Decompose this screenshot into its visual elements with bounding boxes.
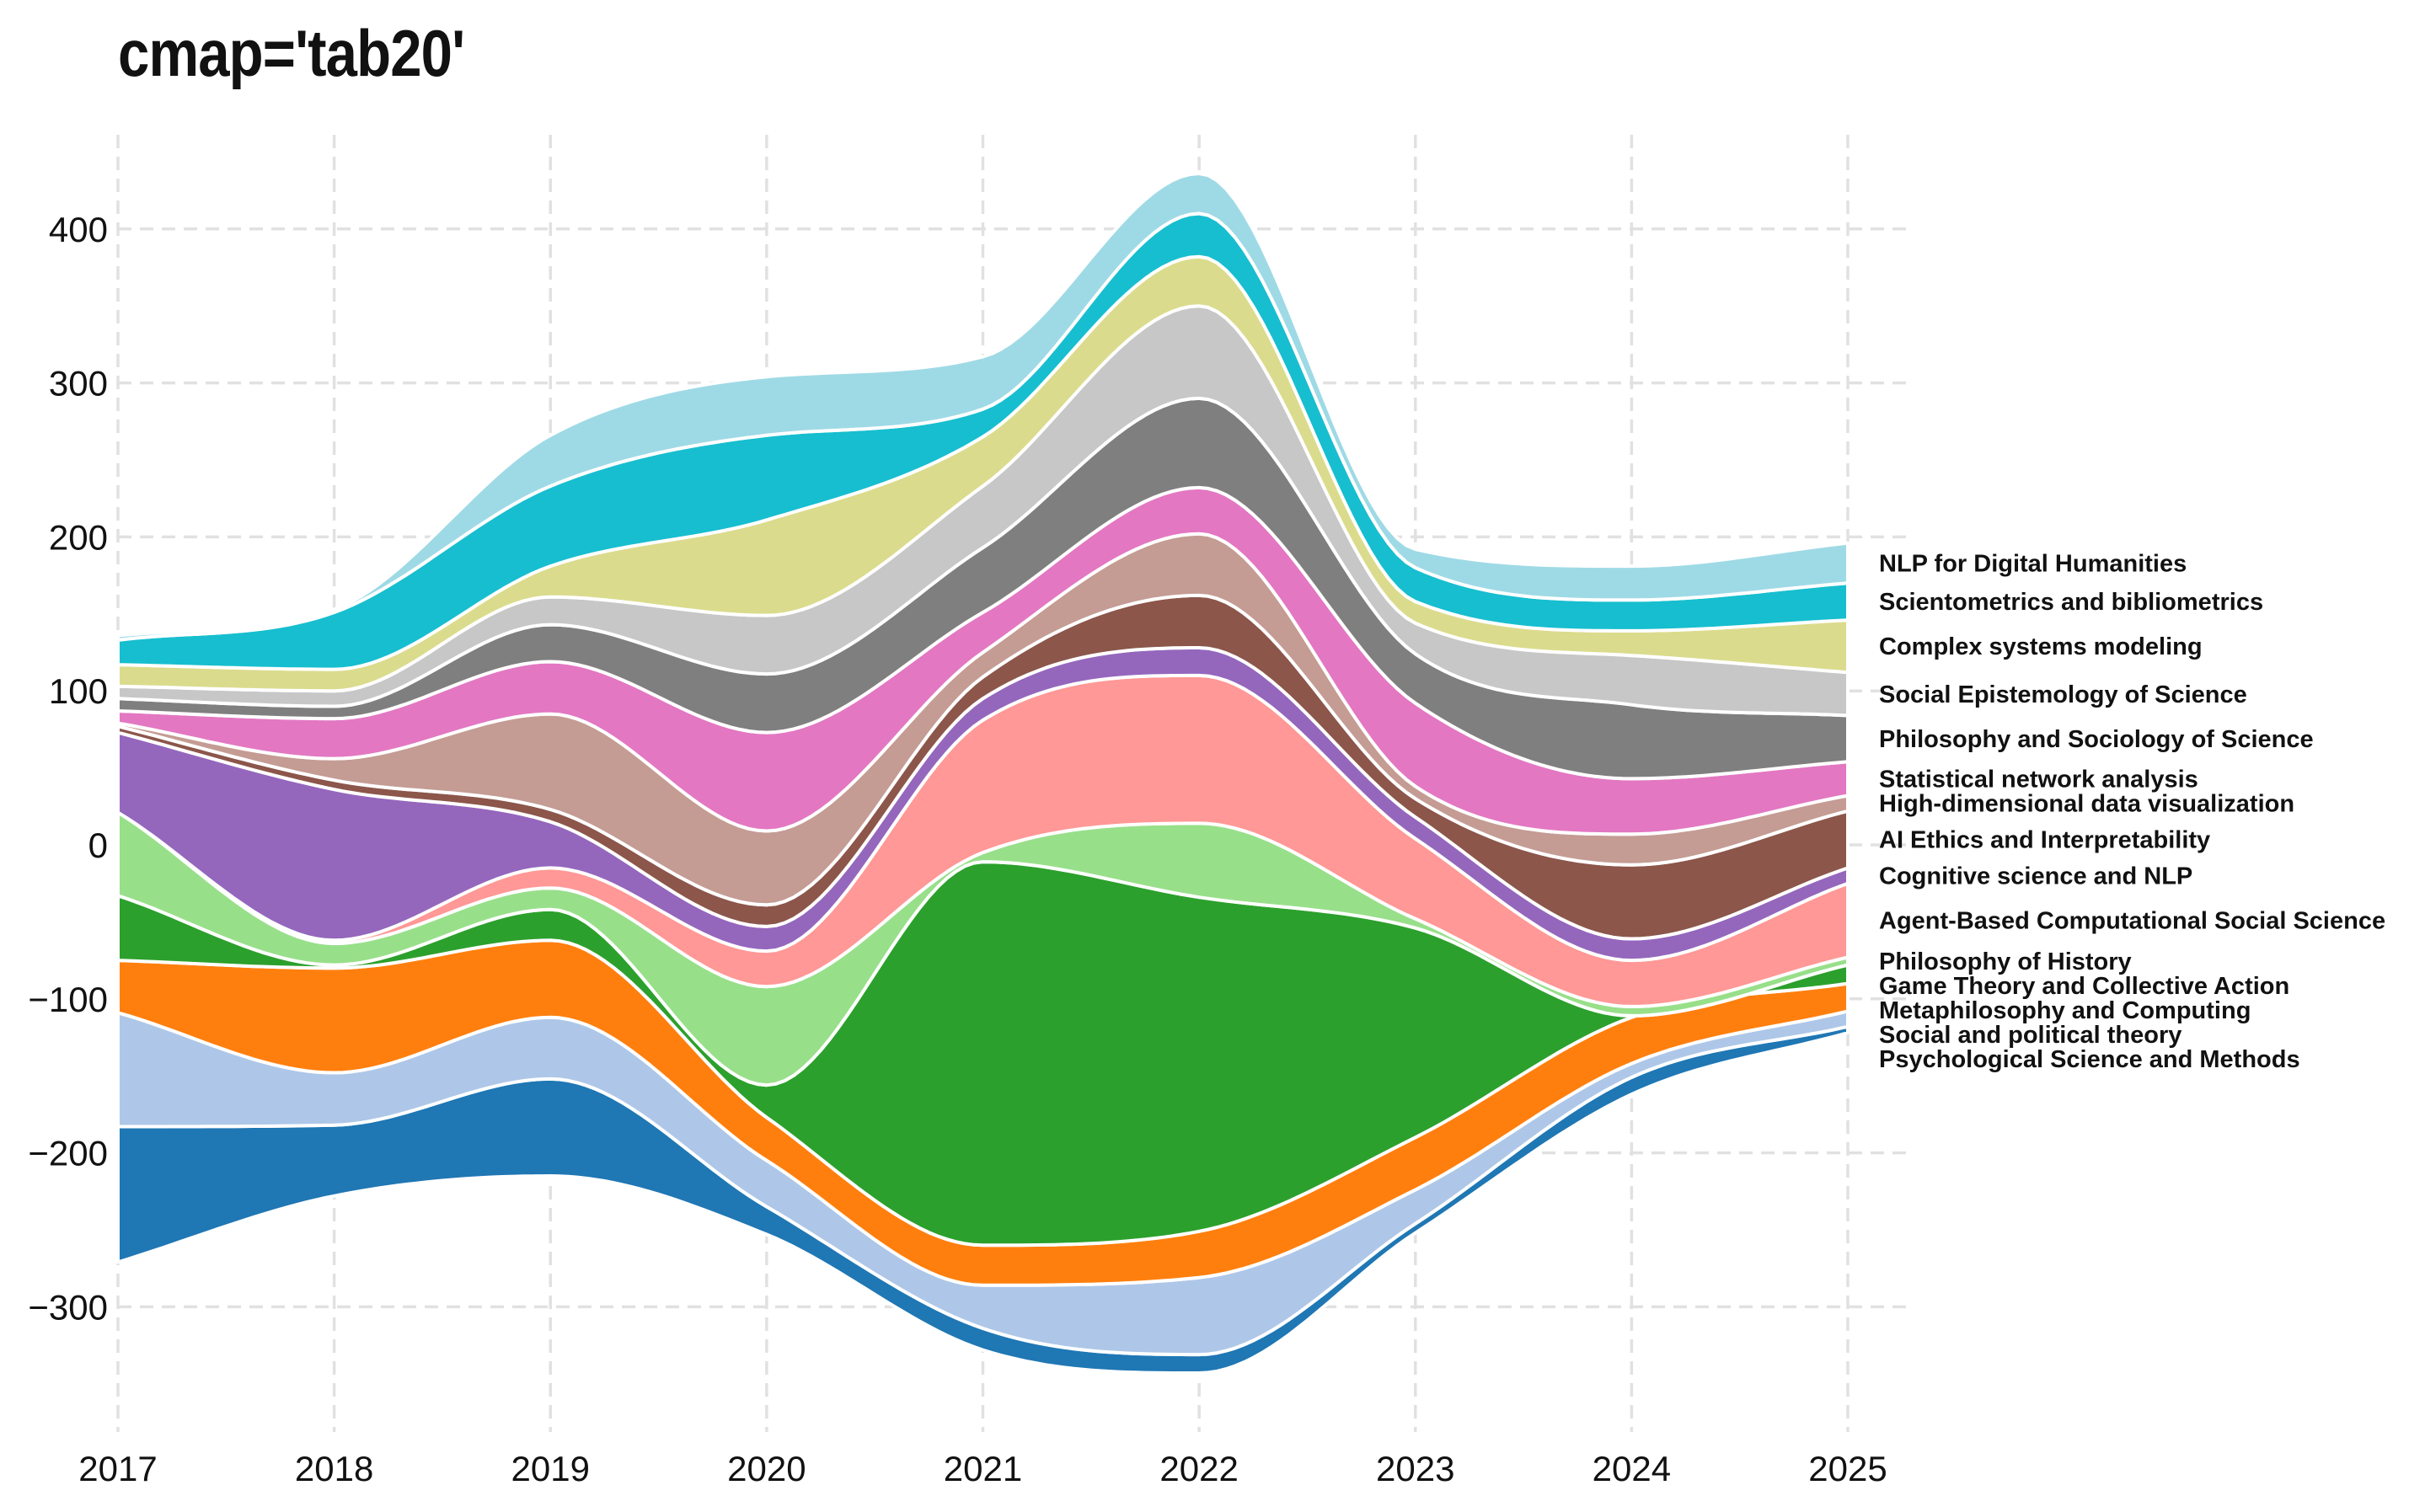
chart-title: cmap='tab20' xyxy=(118,16,465,90)
series-label: Cognitive science and NLP xyxy=(1879,863,2192,890)
x-tick-label: 2021 xyxy=(944,1449,1022,1488)
series-label: Psychological Science and Methods xyxy=(1879,1046,2300,1073)
y-tick-label: −100 xyxy=(28,980,108,1019)
x-tick-label: 2017 xyxy=(78,1449,157,1488)
series-label: NLP for Digital Humanities xyxy=(1879,550,2187,577)
stream-nlp-for-digital-humanities xyxy=(116,172,1850,642)
x-tick-label: 2024 xyxy=(1593,1449,1671,1488)
series-label: High-dimensional data visualization xyxy=(1879,791,2294,818)
series-label: Social Epistemology of Science xyxy=(1879,681,2247,708)
x-axis-ticks: 2017 2018 2019 2020 2021 2022 2023 2024 2025 xyxy=(78,1449,1887,1488)
x-tick-label: 2023 xyxy=(1376,1449,1454,1488)
series-label: Game Theory and Collective Action xyxy=(1879,973,2289,1000)
x-tick-label: 2022 xyxy=(1159,1449,1238,1488)
series-label: Metaphilosophy and Computing xyxy=(1879,997,2251,1024)
y-tick-label: −300 xyxy=(28,1287,108,1327)
series-label: Philosophy and Sociology of Science xyxy=(1879,726,2314,753)
series-label: Social and political theory xyxy=(1879,1022,2181,1049)
series-label: Complex systems modeling xyxy=(1879,633,2203,660)
series-labels: Psychological Science and MethodsSocial … xyxy=(1879,550,2385,1073)
y-axis-ticks: −300 −200 −100 0 100 200 300 400 xyxy=(28,210,108,1328)
series-label: Philosophy of History xyxy=(1879,948,2132,975)
y-tick-label: 0 xyxy=(88,825,108,865)
series-label: Agent-Based Computational Social Science xyxy=(1879,908,2385,935)
y-tick-label: 400 xyxy=(49,210,108,249)
y-tick-label: 200 xyxy=(49,517,108,557)
x-tick-label: 2025 xyxy=(1808,1449,1887,1488)
series-label: Scientometrics and bibliometrics xyxy=(1879,589,2263,616)
series-label: AI Ethics and Interpretability xyxy=(1879,827,2210,854)
y-tick-label: 300 xyxy=(49,364,108,403)
x-tick-label: 2019 xyxy=(511,1449,590,1488)
stream-areas xyxy=(116,172,1850,1375)
x-tick-label: 2018 xyxy=(295,1449,373,1488)
x-tick-label: 2020 xyxy=(727,1449,806,1488)
y-tick-label: 100 xyxy=(49,671,108,711)
y-tick-label: −200 xyxy=(28,1134,108,1173)
series-label: Statistical network analysis xyxy=(1879,766,2198,793)
